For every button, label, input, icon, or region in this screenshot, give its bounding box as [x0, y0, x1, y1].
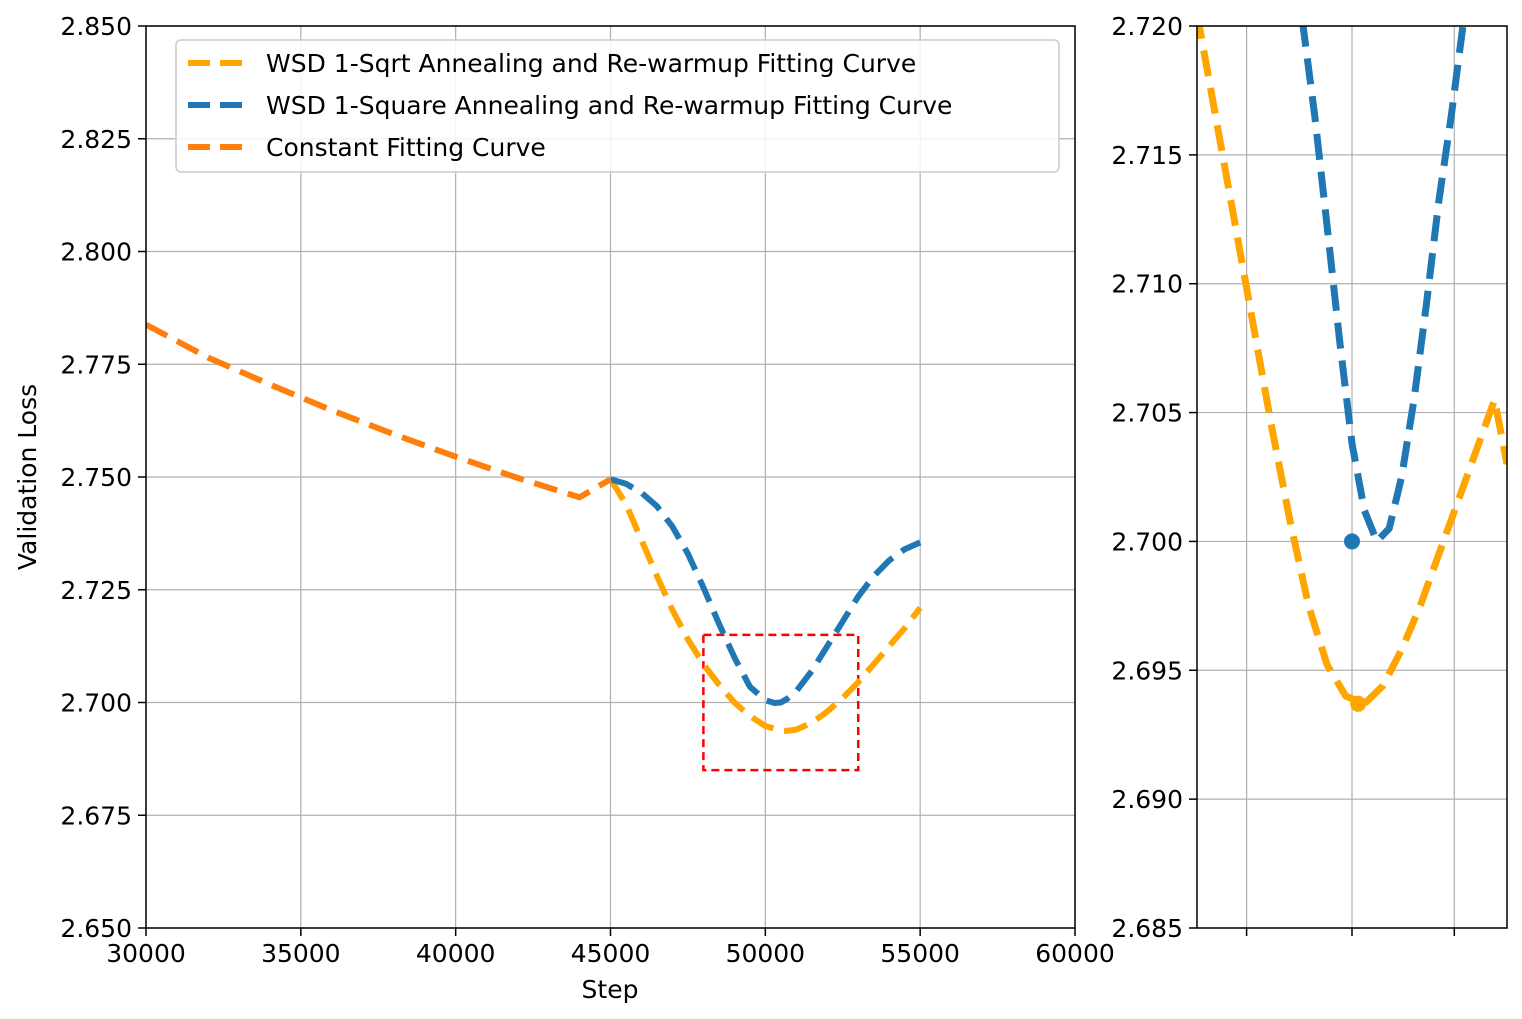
zoom-region-rect [702, 633, 860, 772]
main-x-tick-label: 60000 [1035, 939, 1115, 968]
zoom-y-tick-label: 2.710 [1111, 270, 1183, 299]
legend-label-square: WSD 1-Square Annealing and Re-warmup Fit… [266, 91, 952, 120]
main-x-tick-label: 50000 [726, 939, 806, 968]
main-x-tick-label: 45000 [571, 939, 651, 968]
main-y-tick-label: 2.775 [60, 350, 132, 379]
main-y-tick-label: 2.725 [60, 576, 132, 605]
zoom-y-tick-label: 2.705 [1111, 399, 1183, 428]
main-y-tick-label: 2.800 [60, 238, 132, 267]
zoom-chart-panel: 2.685 2.690 2.695 2.700 2.705 2.710 2.715 2.720 [1111, 12, 1508, 943]
main-y-tick-label: 2.850 [60, 12, 132, 41]
zoom-grid [1197, 25, 1507, 929]
main-grid [145, 25, 1076, 929]
main-y-tick-label: 2.675 [60, 801, 132, 830]
main-x-tick-label: 35000 [261, 939, 341, 968]
zoom-y-tick-label: 2.720 [1111, 12, 1183, 41]
legend-label-constant: Constant Fitting Curve [266, 133, 546, 162]
main-y-tick-label: 2.650 [60, 914, 132, 943]
zoom-y-tick-label: 2.685 [1111, 914, 1183, 943]
zoom-region-box [702, 633, 860, 772]
legend: WSD 1-Sqrt Annealing and Re-warmup Fitti… [175, 39, 1060, 173]
main-series-constant-fitting-curve [146, 321, 613, 501]
zoom-series-group [1197, 26, 1507, 712]
x-axis-label: Step [582, 975, 639, 1004]
main-y-ticks: 2.650 2.675 2.700 2.725 2.750 2.775 2.800 2.825… [60, 12, 146, 943]
zoom-y-tick-label: 2.700 [1111, 527, 1183, 556]
main-series-group [146, 321, 923, 734]
main-x-ticks: 30000 35000 40000 45000 50000 55000 60000 [106, 928, 1115, 968]
zoom-x-ticks [1245, 928, 1456, 936]
zoom-min-marker-wsd-1-square-annealing-and-re-warmup-fitting-curve [1344, 533, 1360, 550]
zoom-y-tick-label: 2.695 [1111, 656, 1183, 685]
zoom-series-wsd-1-sqrt-annealing-and-re-warmup-fitting-curve [1197, 26, 1507, 708]
zoom-min-marker-wsd-1-sqrt-annealing-and-re-warmup-fitting-curve [1350, 695, 1367, 712]
y-axis-label: Validation Loss [13, 384, 42, 570]
legend-label-sqrt: WSD 1-Sqrt Annealing and Re-warmup Fitti… [266, 49, 916, 78]
main-series-wsd-1-square-annealing-and-re-warmup-fitting-curve [609, 476, 922, 706]
zoom-y-ticks: 2.685 2.690 2.695 2.700 2.705 2.710 2.715 2.720 [1111, 12, 1197, 943]
main-series-wsd-1-sqrt-annealing-and-re-warmup-fitting-curve [607, 477, 923, 734]
zoom-series-wsd-1-square-annealing-and-re-warmup-fitting-curve [1299, 26, 1467, 545]
main-x-tick-label: 40000 [416, 939, 496, 968]
main-y-tick-label: 2.825 [60, 125, 132, 154]
zoom-y-tick-label: 2.690 [1111, 785, 1183, 814]
main-y-tick-label: 2.700 [60, 689, 132, 718]
main-x-tick-label: 30000 [106, 939, 186, 968]
main-x-tick-label: 55000 [880, 939, 960, 968]
main-y-tick-label: 2.750 [60, 463, 132, 492]
legend-frame [175, 39, 1060, 173]
main-chart-panel: 30000 35000 40000 45000 50000 55000 60000 2.65… [13, 12, 1115, 1004]
zoom-y-tick-label: 2.715 [1111, 141, 1183, 170]
